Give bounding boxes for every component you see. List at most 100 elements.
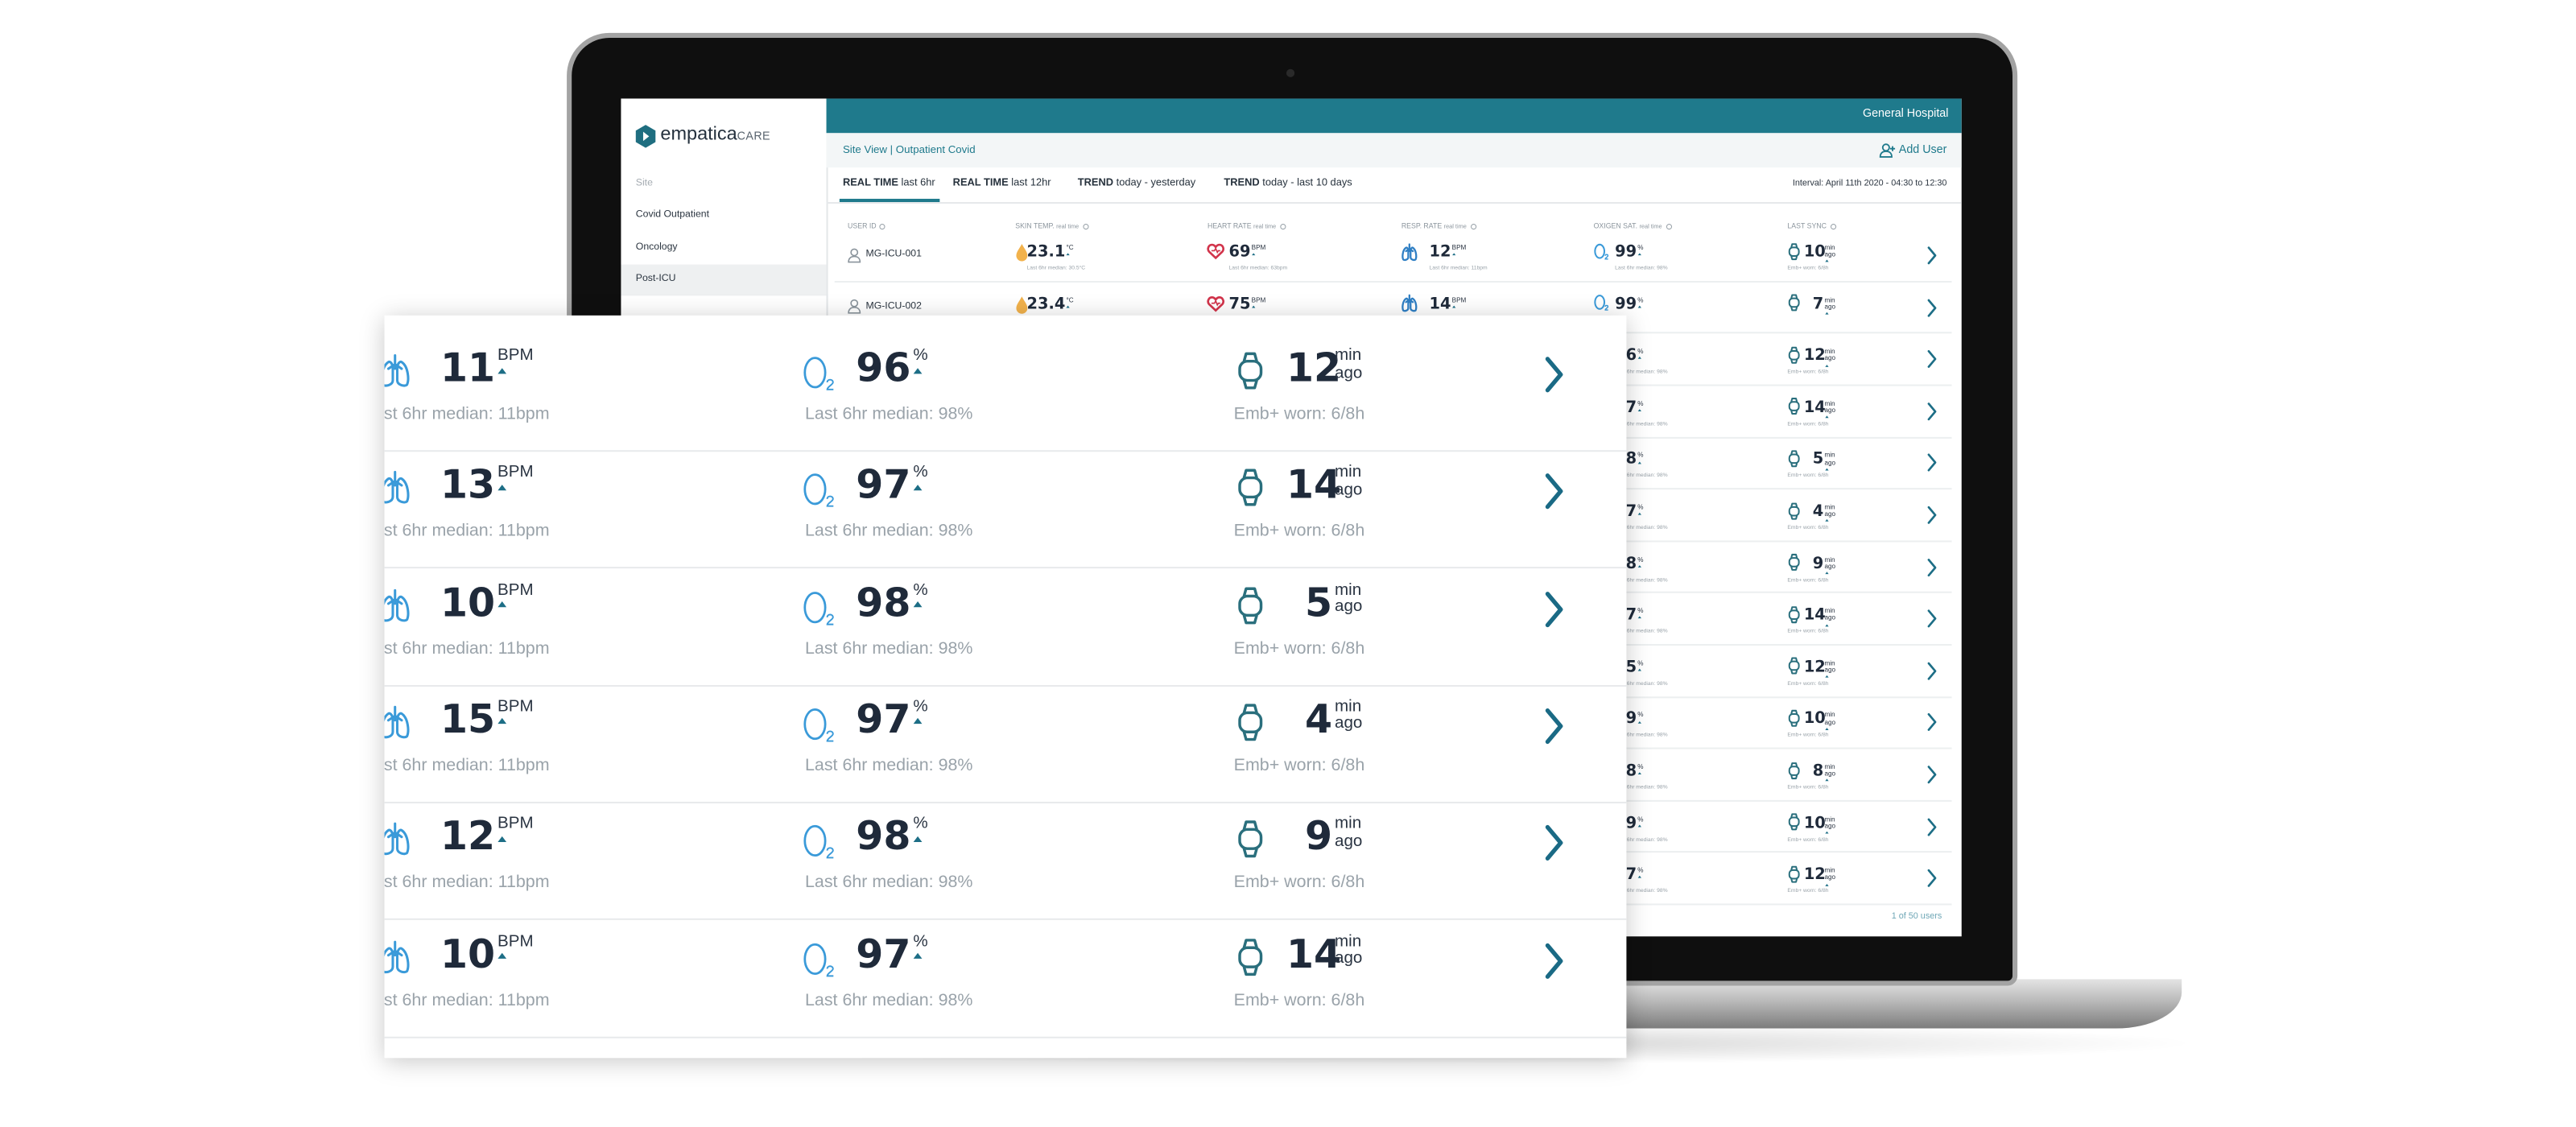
camera	[1286, 68, 1295, 77]
oxygen-median: Last 6hr median: 98%	[804, 404, 973, 424]
resp-metric-unit: BPM	[1451, 243, 1467, 252]
sidebar-label: Site	[635, 179, 653, 189]
hr-metric-units: BPM	[1251, 295, 1265, 308]
user-id[interactable]: MG-ICU-001	[865, 250, 922, 260]
sync-metric-units: min ago	[1824, 295, 1835, 315]
watch-icon	[1236, 469, 1267, 508]
temp-metric-unit: °C	[1066, 243, 1074, 252]
tab[interactable]: TREND today - last 10 days	[1224, 177, 1352, 188]
tab[interactable]: TREND today - yesterday	[1078, 177, 1195, 188]
row-arrow[interactable]	[1927, 350, 1937, 369]
row-arrow[interactable]	[1927, 558, 1937, 576]
row-arrow[interactable]	[1544, 708, 1563, 744]
row-arrow[interactable]	[1544, 473, 1563, 510]
sync-metric-units: min ago	[1824, 815, 1835, 834]
sync-icon	[1787, 813, 1802, 831]
resp-metric: 13 BPM	[440, 464, 534, 505]
row-arrow[interactable]	[1927, 713, 1937, 732]
add-user[interactable]: Add User	[1879, 143, 1946, 158]
sync-metric: 14 min ago	[1286, 464, 1362, 505]
sync-metric-unit: ago	[1824, 250, 1836, 258]
tab-rest[interactable]: today - yesterday	[1116, 177, 1196, 189]
row-arrow[interactable]	[1927, 298, 1937, 316]
hr-metric-units: BPM	[1251, 244, 1265, 256]
tab[interactable]: REAL TIME last 6hr	[843, 177, 935, 188]
sidebar-item[interactable]: Oncology	[635, 242, 678, 253]
sync-metric-unit: ago	[1335, 598, 1363, 617]
tab-rest[interactable]: last 6hr	[901, 177, 935, 189]
oxygen-metric-units: %	[1637, 711, 1644, 723]
sync-metric-trend	[1824, 468, 1835, 470]
row-arrow[interactable]	[1544, 825, 1563, 861]
hr-icon	[1207, 243, 1224, 260]
sync-icon	[1787, 294, 1802, 312]
oxygen-icon	[802, 940, 835, 976]
oxygen-icon-svg	[1594, 242, 1609, 259]
oxygen-icon	[802, 589, 835, 625]
oxygen-metric-trend-svg	[1637, 513, 1641, 515]
oxygen-metric-unit: %	[913, 346, 928, 365]
row-arrow[interactable]	[1927, 402, 1937, 420]
hospital-name: General Hospital	[1862, 108, 1949, 120]
oxygen-median: Last 6hr median: 98%	[1615, 472, 1668, 479]
oxygen-metric-trend-svg	[1637, 668, 1641, 671]
resp-metric-trend	[1451, 253, 1467, 256]
sidebar-item[interactable]: Post-ICU	[635, 274, 676, 285]
temp-metric-trend-svg	[1066, 253, 1070, 256]
tab-strong[interactable]: TREND	[1224, 177, 1260, 189]
resp-metric: 10 BPM	[440, 581, 534, 621]
row-arrow[interactable]	[1927, 869, 1937, 888]
tab-strong[interactable]: TREND	[1077, 177, 1114, 189]
row-arrow[interactable]	[1927, 662, 1937, 680]
sidebar-item[interactable]: Covid Outpatient	[635, 210, 710, 221]
oxygen-icon	[1594, 294, 1609, 312]
hr-icon-svg	[1207, 243, 1224, 260]
oxygen-metric-trend-svg	[1637, 617, 1641, 619]
sync-icon	[1787, 762, 1802, 779]
sync-metric-unit: min	[1335, 932, 1362, 951]
sync-metric-units: min ago	[1824, 452, 1835, 470]
sync-metric-unit: ago	[1335, 715, 1363, 734]
tab-strong[interactable]: REAL TIME	[952, 177, 1009, 189]
watch-icon-svg	[1238, 938, 1263, 976]
oxygen-metric-trend	[1637, 409, 1643, 411]
tab-strong[interactable]: REAL TIME	[842, 177, 898, 189]
oxygen-metric-units: %	[1637, 555, 1644, 568]
tab-rest[interactable]: last 12hr	[1011, 177, 1051, 189]
oxygen-metric-units: %	[1637, 399, 1644, 411]
sync-metric: 8 min ago	[1804, 763, 1835, 782]
row-arrow[interactable]	[1927, 766, 1937, 784]
oxygen-metric-trend-svg	[1637, 720, 1641, 723]
row-arrow[interactable]	[1927, 609, 1937, 628]
breadcrumb[interactable]: Site View | Outpatient Covid	[842, 144, 976, 156]
oxygen-median: Last 6hr median: 98%	[804, 638, 973, 658]
sync-metric-unit: min	[1335, 698, 1362, 716]
row-arrow[interactable]	[1544, 357, 1563, 393]
oxygen-metric-unit: %	[1637, 295, 1644, 303]
user-id[interactable]: MG-ICU-002	[865, 301, 922, 312]
row-arrow[interactable]	[1927, 506, 1937, 524]
oxygen-metric-trend	[1637, 357, 1643, 360]
row-arrow[interactable]	[1927, 246, 1937, 265]
row-arrow[interactable]	[1544, 591, 1563, 627]
row-arrow[interactable]	[1927, 817, 1937, 836]
tab[interactable]: REAL TIME last 12hr	[953, 177, 1051, 188]
sync-note: Emb+ worn: 6/8h	[1233, 989, 1365, 1010]
row-arrow[interactable]	[1544, 942, 1563, 978]
row-divider	[384, 1035, 1627, 1038]
resp-metric-units: BPM	[1451, 243, 1467, 256]
hr-median: Last 6hr median: 63bpm	[1228, 264, 1288, 271]
sync-metric-value: 4	[1812, 502, 1824, 521]
resp-icon-svg	[384, 588, 410, 621]
oxygen-metric-units: %	[1637, 815, 1644, 827]
oxygen-icon-svg	[1594, 295, 1609, 311]
sync-metric-value: 10	[1803, 243, 1826, 262]
sync-median: Emb+ worn: 6/8h	[1787, 264, 1829, 271]
add-user-label[interactable]: Add User	[1898, 144, 1947, 156]
tab-rest[interactable]: today - last 10 days	[1262, 177, 1352, 189]
column-header: RESP. RATE real time	[1402, 222, 1476, 230]
oxygen-metric-unit: %	[1637, 346, 1644, 356]
row-arrow[interactable]	[1927, 454, 1937, 473]
sync-metric-trend-svg	[1824, 831, 1828, 834]
